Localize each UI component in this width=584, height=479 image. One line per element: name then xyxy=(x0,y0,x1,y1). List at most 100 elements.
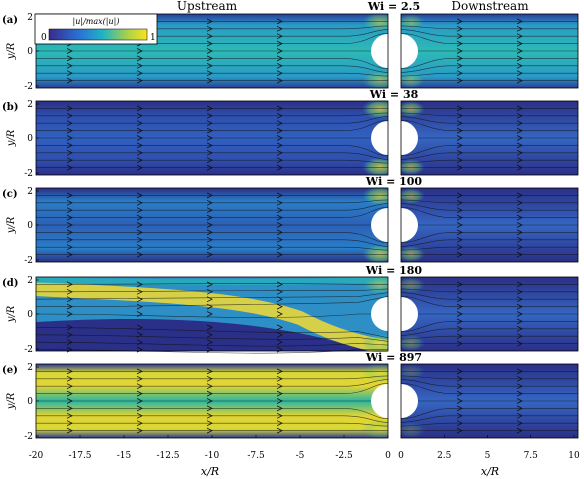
x-tick-label: -17.5 xyxy=(68,451,91,461)
streamline-arrow xyxy=(136,368,143,375)
streamline-arrow xyxy=(66,192,73,199)
y-tick-label: 2 xyxy=(27,363,33,373)
streamline-arrow xyxy=(136,251,143,258)
wi-label-bg xyxy=(365,352,423,363)
streamline-arrow xyxy=(456,48,463,54)
streamline xyxy=(400,335,578,340)
streamline-arrow xyxy=(136,375,143,382)
streamline-arrow xyxy=(516,383,523,390)
streamline-arrow xyxy=(276,244,283,251)
streamline-arrow xyxy=(206,149,213,156)
streamline xyxy=(400,29,578,37)
wi-label-bg xyxy=(365,89,423,100)
streamline-arrow xyxy=(456,420,463,427)
streamline-arrow xyxy=(206,331,213,338)
streamline-arrow xyxy=(136,288,143,295)
streamline-arrow xyxy=(276,120,283,127)
streamline-arrow xyxy=(66,244,73,251)
panel-tag: (e) xyxy=(2,365,18,376)
streamline-arrow xyxy=(276,236,283,243)
x-tick-label: -20 xyxy=(29,451,44,461)
streamline-arrow xyxy=(206,70,213,77)
header-downstream: Downstream xyxy=(451,0,529,13)
streamline-arrow xyxy=(516,214,523,221)
streamline-arrow xyxy=(66,339,73,346)
streamline-arrow xyxy=(456,192,463,199)
streamline xyxy=(400,207,578,218)
streamline-arrow xyxy=(456,236,463,243)
streamline-arrow xyxy=(206,62,213,69)
streamline-arrow xyxy=(66,55,73,62)
streamline-arrow xyxy=(66,311,73,317)
streamline-arrow xyxy=(276,77,283,84)
streamline-arrow xyxy=(136,390,143,397)
streamline-arrow xyxy=(206,324,213,331)
streamline-arrow xyxy=(136,207,143,214)
streamline-arrow xyxy=(66,324,73,331)
streamline xyxy=(400,328,578,336)
streamline xyxy=(400,379,578,387)
streamline xyxy=(400,203,578,211)
streamline xyxy=(400,58,578,69)
y-tick-label: -2 xyxy=(24,82,33,92)
streamline-arrow xyxy=(66,420,73,427)
x-tick-label: 0 xyxy=(398,451,404,461)
streamline-arrow xyxy=(516,157,523,164)
y-axis-label: y/R xyxy=(6,392,17,410)
streamline-arrow xyxy=(276,427,283,434)
streamline-arrow xyxy=(516,405,523,412)
streamline-arrow xyxy=(276,192,283,199)
streamline-arrow xyxy=(516,236,523,243)
streamline-arrow xyxy=(456,135,463,141)
streamline-arrow xyxy=(136,339,143,346)
streamline-arrow xyxy=(516,340,523,347)
colorbar-gradient xyxy=(48,28,148,41)
streamline-arrow xyxy=(276,383,283,390)
streamline-arrow xyxy=(66,236,73,243)
streamline-arrow xyxy=(206,412,213,419)
cylinder-downstream-half xyxy=(401,34,418,68)
streamline-arrow xyxy=(516,33,523,40)
streamline-arrow xyxy=(66,214,73,221)
streamline-arrow xyxy=(276,62,283,69)
cylinder-upstream-half xyxy=(371,34,388,68)
wi-label-bg xyxy=(365,265,423,276)
streamline xyxy=(400,116,578,124)
streamline-arrow xyxy=(136,427,143,434)
streamline-arrow xyxy=(276,214,283,221)
streamline xyxy=(36,383,389,394)
streamline-arrow xyxy=(456,62,463,69)
streamline-arrow xyxy=(136,331,143,338)
streamline-arrow xyxy=(66,368,73,375)
streamline xyxy=(400,239,578,247)
cylinder-upstream-half xyxy=(371,384,388,418)
streamline xyxy=(35,296,389,307)
streamline-arrow xyxy=(516,311,523,317)
streamline-arrow xyxy=(276,251,283,258)
streamline-arrow xyxy=(206,120,213,127)
streamline-arrow xyxy=(206,368,213,375)
streamline-arrow xyxy=(206,398,213,404)
streamline-arrow xyxy=(136,281,143,288)
x-tick-label: 5 xyxy=(485,451,491,461)
panel-b: (b) Wi = 38 y/R 2 0 -2 xyxy=(2,88,579,179)
streamline-arrow xyxy=(206,48,213,54)
streamline-arrow xyxy=(136,105,143,112)
streamline-arrow xyxy=(276,420,283,427)
downstream-frame xyxy=(400,13,579,89)
streamline-arrow xyxy=(516,296,523,303)
y-tick-label: 2 xyxy=(27,276,33,286)
streamline xyxy=(35,341,389,347)
streamline-arrow xyxy=(456,214,463,221)
x-axis-label-upstream: x/R xyxy=(201,465,219,478)
streamline-arrow xyxy=(456,164,463,171)
streamline-arrow xyxy=(516,281,523,288)
wi-label: Wi = 897 xyxy=(365,351,422,364)
streamline xyxy=(36,239,389,247)
streamline-arrow xyxy=(276,229,283,236)
wi-label-bg xyxy=(365,1,423,12)
streamline-arrow xyxy=(136,420,143,427)
streamline-arrow xyxy=(66,149,73,156)
streamline-arrow xyxy=(516,412,523,419)
x-tick-label: -5 xyxy=(296,451,305,461)
